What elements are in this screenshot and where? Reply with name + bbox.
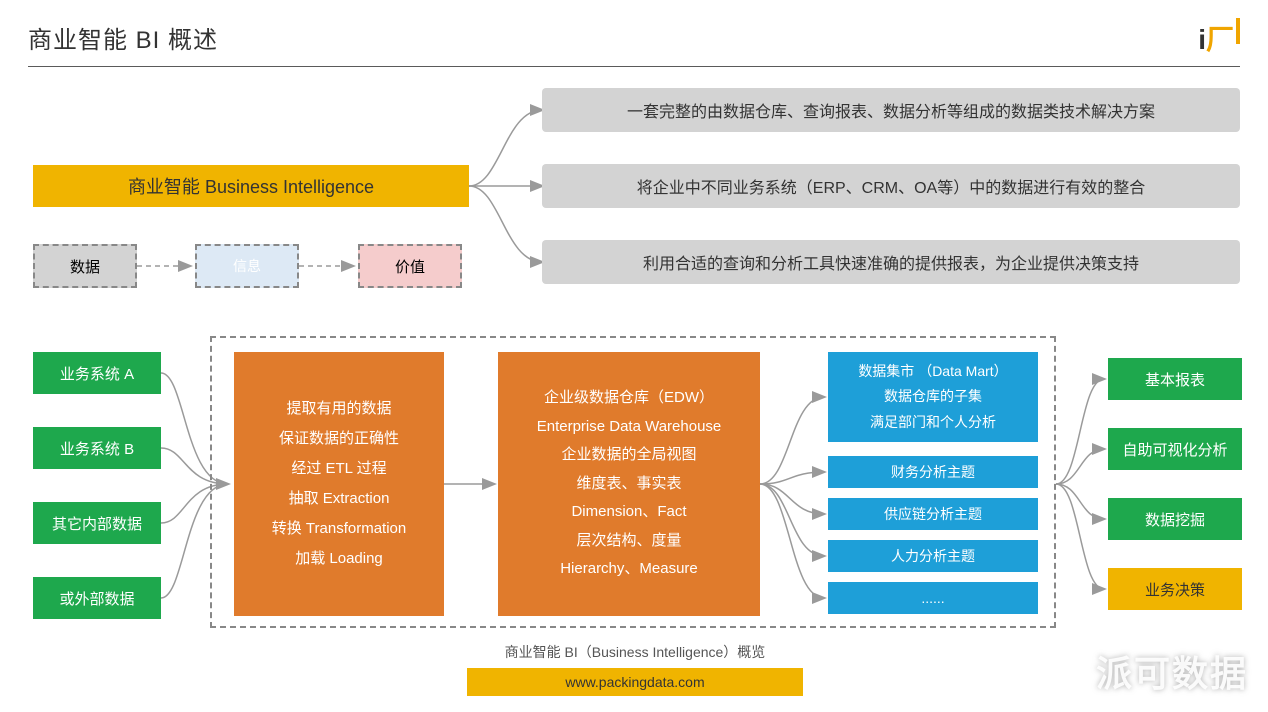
output-data-mining: 数据挖掘 [1108,498,1242,540]
stage-info: 信息 [195,244,299,288]
source-system-a: 业务系统 A [33,352,161,394]
edw-box: 企业级数据仓库（EDW） Enterprise Data Warehouse 企… [498,352,760,616]
mart-finance: 财务分析主题 [828,456,1038,488]
stage-data: 数据 [33,244,137,288]
bi-main-box: 商业智能 Business Intelligence [33,165,469,207]
source-external: 或外部数据 [33,577,161,619]
bi-desc-2: 将企业中不同业务系统（ERP、CRM、OA等）中的数据进行有效的整合 [542,164,1240,208]
stage-value: 价值 [358,244,462,288]
source-system-b: 业务系统 B [33,427,161,469]
watermark-text: 派可数据 [1096,645,1248,697]
url-bar: www.packingdata.com [467,668,803,696]
mart-supply: 供应链分析主题 [828,498,1038,530]
diagram-canvas: 商业智能 Business Intelligence 一套完整的由数据仓库、查询… [0,0,1268,712]
output-decision: 业务决策 [1108,568,1242,610]
bi-desc-3: 利用合适的查询和分析工具快速准确的提供报表，为企业提供决策支持 [542,240,1240,284]
etl-box: 提取有用的数据 保证数据的正确性 经过 ETL 过程 抽取 Extraction… [234,352,444,616]
bi-main-label: 商业智能 Business Intelligence [128,173,374,199]
output-basic-report: 基本报表 [1108,358,1242,400]
mart-hr: 人力分析主题 [828,540,1038,572]
diagram-caption: 商业智能 BI（Business Intelligence）概览 [460,642,810,662]
output-self-viz: 自助可视化分析 [1108,428,1242,470]
source-internal: 其它内部数据 [33,502,161,544]
data-mart-box: 数据集市 （Data Mart） 数据仓库的子集 满足部门和个人分析 [828,352,1038,442]
bi-desc-1: 一套完整的由数据仓库、查询报表、数据分析等组成的数据类技术解决方案 [542,88,1240,132]
mart-more: ...... [828,582,1038,614]
